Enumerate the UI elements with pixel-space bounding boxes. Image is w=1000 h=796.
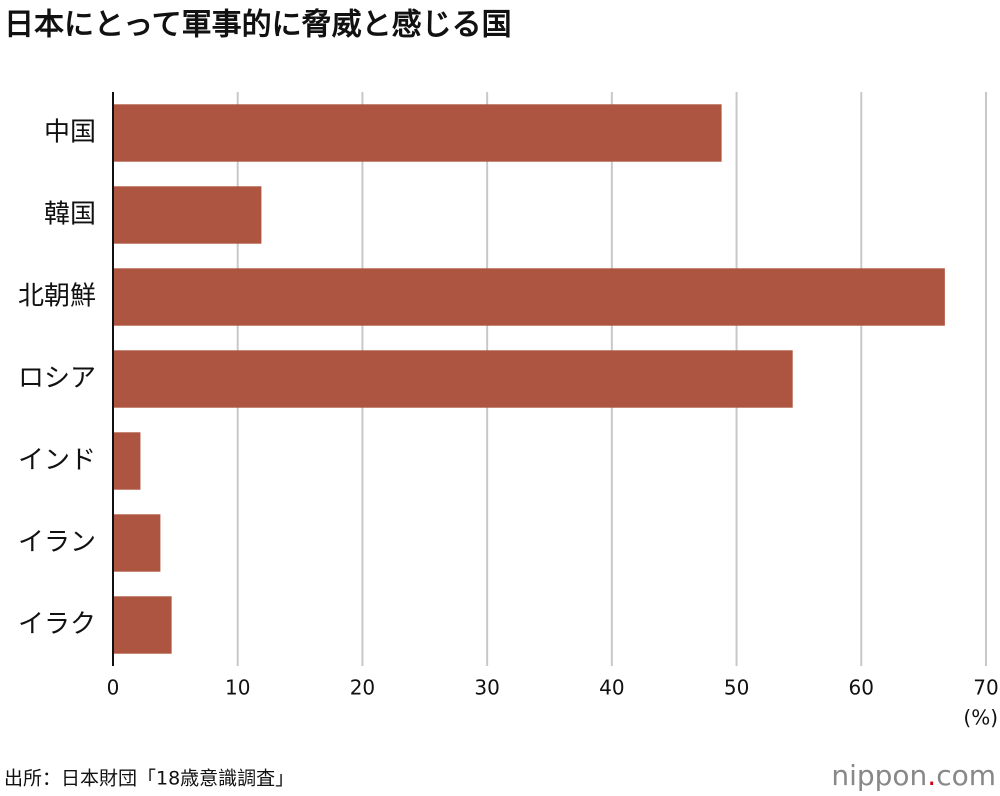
bar [113, 432, 141, 490]
x-tick-label: 20 [350, 676, 375, 700]
bar [113, 514, 161, 572]
x-unit: (%) [963, 706, 998, 730]
x-tick-label: 60 [849, 676, 874, 700]
x-tick-label: 50 [724, 676, 749, 700]
bar [113, 596, 172, 654]
bar [113, 104, 722, 162]
logo-dot: . [927, 759, 936, 792]
y-tick-label: イラク [18, 610, 96, 640]
y-tick-label: ロシア [18, 364, 96, 394]
source: 出所：日本財団「18歳意識調査」 [4, 768, 294, 790]
x-tick-label: 10 [225, 676, 250, 700]
x-tick-label: 0 [107, 676, 120, 700]
y-tick-label: 中国 [44, 118, 96, 148]
logo-part: com [936, 759, 996, 792]
bar [113, 186, 262, 244]
logo: nippon.com [831, 759, 996, 792]
bar [113, 350, 793, 408]
x-tick-label: 70 [973, 676, 998, 700]
y-tick-label: インド [18, 446, 96, 476]
y-tick-label: 韓国 [44, 200, 96, 230]
bar [113, 268, 945, 326]
x-tick-label: 40 [599, 676, 624, 700]
y-tick-label: イラン [18, 528, 96, 558]
y-tick-label: 北朝鮮 [18, 282, 96, 312]
logo-part: nippon [831, 759, 927, 792]
chart-title: 日本にとって軍事的に脅威と感じる国 [4, 8, 512, 43]
x-tick-label: 30 [474, 676, 499, 700]
